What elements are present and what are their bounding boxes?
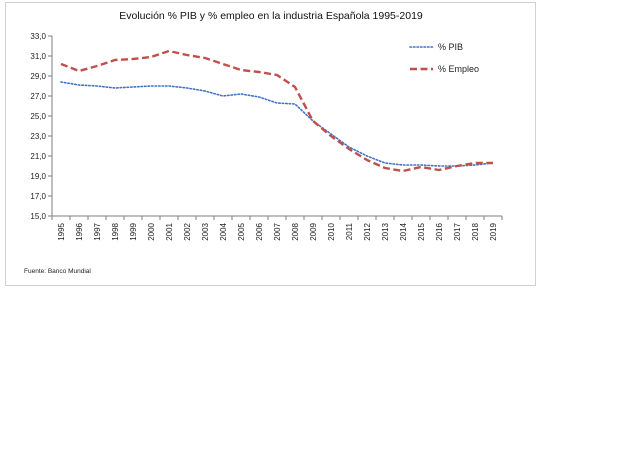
axes: 15,0 17,0 19,0 21,0 23,0 25,0 27,0 29,0 31,0 33,0…: [30, 32, 503, 241]
series-line-0: [60, 81, 494, 167]
x-tick-label: 2015: [417, 222, 426, 240]
y-tick-label: 15,0: [30, 212, 46, 221]
x-tick-label: 2019: [489, 222, 498, 240]
y-tick-label: 23,0: [30, 132, 46, 141]
x-tick-label: 2006: [255, 222, 264, 240]
x-tick-label: 2004: [219, 222, 228, 240]
x-tick-label: 1999: [129, 222, 138, 240]
x-tick-label: 1997: [93, 222, 102, 240]
series-line-1: [60, 49, 493, 173]
x-tick-label: 1995: [57, 222, 66, 240]
y-tick-label: 17,0: [30, 192, 46, 201]
x-tick-label: 2003: [201, 222, 210, 240]
x-tick-label: 2017: [453, 222, 462, 240]
x-tick-label: 2008: [291, 222, 300, 240]
x-tick-label: 2016: [435, 222, 444, 240]
x-tick-label: 2018: [471, 222, 480, 240]
x-tick-label: 2000: [147, 222, 156, 240]
legend: % PIB % Empleo: [409, 42, 479, 74]
x-tick-label: 2014: [399, 222, 408, 240]
x-tick-label: 1996: [75, 222, 84, 240]
x-tick-label: 2005: [237, 222, 246, 240]
y-tick-label: 27,0: [30, 92, 46, 101]
y-tick-label: 31,0: [30, 52, 46, 61]
legend-label-0: % PIB: [438, 42, 463, 52]
x-tick-label: 2001: [165, 222, 174, 240]
y-tick-label: 33,0: [30, 32, 46, 41]
x-tick-label: 1998: [111, 222, 120, 240]
x-tick-label: 2013: [381, 222, 390, 240]
chart-title: Evolución % PIB y % empleo en la industr…: [119, 10, 423, 22]
series-layer: [60, 49, 494, 173]
y-tick-label: 29,0: [30, 72, 46, 81]
x-tick-label: 2011: [345, 222, 354, 240]
legend-label-1: % Empleo: [438, 64, 479, 74]
y-tick-label: 19,0: [30, 172, 46, 181]
line-chart: Evolución % PIB y % empleo en la industr…: [24, 10, 503, 275]
x-tick-label: 2002: [183, 222, 192, 240]
x-tick-label: 2007: [273, 222, 282, 240]
chart-area: Evolución % PIB y % empleo en la industr…: [5, 2, 536, 286]
y-tick-label: 25,0: [30, 112, 46, 121]
x-tick-label: 2012: [363, 222, 372, 240]
x-tick-label: 2009: [309, 222, 318, 240]
y-tick-label: 21,0: [30, 152, 46, 161]
x-tick-label: 2010: [327, 222, 336, 240]
source-note: Fuente: Banco Mundial: [24, 268, 91, 275]
